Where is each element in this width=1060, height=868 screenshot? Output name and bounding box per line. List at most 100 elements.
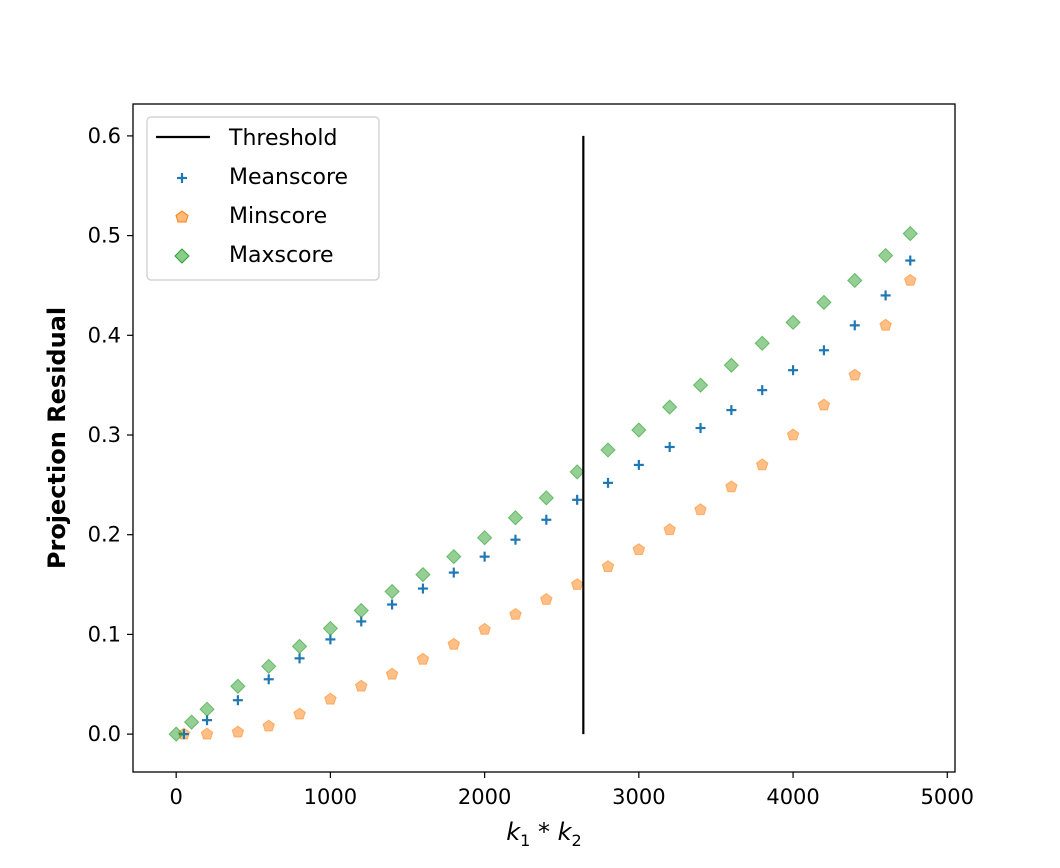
x-axis-label: k1 * k2: [506, 818, 581, 850]
maxscore-point: [415, 566, 431, 583]
maxscore-point: [902, 225, 918, 242]
y-tick-label: 0.0: [88, 722, 121, 746]
meanscore-point: [541, 514, 552, 525]
maxscore-point: [877, 247, 894, 264]
legend-threshold-label: Threshold: [228, 126, 337, 151]
x-tick-label: 0: [169, 785, 182, 809]
x-tick-label: 5000: [921, 785, 974, 809]
y-tick-label: 0.4: [88, 323, 121, 347]
maxscore-point: [353, 602, 369, 619]
maxscore-point: [569, 464, 585, 480]
y-tick-label: 0.2: [88, 523, 121, 547]
y-tick-label: 0.6: [88, 124, 121, 148]
minscore-point: [786, 428, 800, 441]
meanscore-point: [263, 674, 274, 685]
maxscore-point: [600, 442, 616, 458]
maxscore-point: [230, 678, 246, 694]
plot-frame: [132, 103, 956, 773]
meanscore-point: [880, 290, 891, 301]
meanscore-point: [905, 255, 916, 266]
meanscore-point: [448, 567, 459, 578]
maxscore-point: [183, 714, 200, 730]
minscore-point: [478, 622, 491, 635]
meanscore-point: [633, 459, 644, 470]
data-marks: [168, 225, 918, 742]
minscore-point: [601, 559, 615, 572]
maxscore-point: [507, 510, 524, 526]
legend-box: [146, 116, 380, 281]
maxscore-point: [631, 422, 647, 438]
legend-meanscore-label: Meanscore: [229, 165, 348, 190]
meanscore-point: [818, 345, 829, 356]
minscore-point: [385, 667, 399, 680]
minscore-point: [262, 719, 275, 732]
x-axis: 0 1000 2000 3000 4000 5000: [169, 772, 974, 809]
maxscore-point: [291, 638, 308, 655]
legend-maxscore-marker: [174, 248, 190, 264]
meanscore-point: [479, 551, 490, 562]
x-tick-label: 3000: [612, 785, 665, 809]
minscore-point: [416, 652, 430, 665]
legend: Threshold Meanscore Minscore Maxscore: [146, 116, 380, 281]
minscore-point: [632, 543, 646, 555]
meanscore-point: [788, 365, 799, 376]
maxscore-point: [446, 548, 462, 565]
maxscore-point: [168, 726, 184, 742]
meanscore-point: [232, 695, 243, 706]
legend-minscore-marker: [175, 210, 189, 223]
minscore-point: [354, 679, 368, 692]
legend-meanscore-marker: [177, 173, 187, 183]
maxscore-point: [538, 490, 555, 506]
minscore-point: [324, 692, 337, 705]
meanscore-point: [603, 477, 614, 488]
maxscore-point: [384, 583, 400, 600]
maxscore-point: [661, 399, 678, 415]
x-tick-label: 2000: [458, 785, 511, 809]
meanscore-point: [757, 385, 768, 396]
meanscore-point: [849, 320, 860, 331]
maxscore-point: [754, 335, 770, 351]
maxscore-point: [692, 377, 709, 393]
y-axis-label: Projection Residual: [43, 307, 71, 569]
y-tick-label: 0.3: [88, 423, 121, 447]
minscore-point: [817, 398, 831, 411]
minscore-point: [447, 637, 461, 650]
maxscore-point: [199, 701, 215, 717]
minscore-point: [200, 727, 214, 740]
maxscore-point: [816, 294, 832, 311]
meanscore-point: [387, 599, 398, 610]
minscore-point: [725, 480, 738, 493]
legend-minscore-label: Minscore: [229, 204, 327, 229]
minscore-point: [293, 707, 306, 720]
minscore-point: [879, 318, 892, 331]
minscore-point: [509, 607, 522, 620]
maxscore-point: [723, 357, 740, 373]
legend-maxscore-label: Maxscore: [229, 243, 334, 268]
maxscore-point: [261, 658, 277, 675]
maxscore-point: [322, 620, 339, 637]
x-tick-label: 4000: [766, 785, 819, 809]
meanscore-point: [572, 494, 583, 505]
meanscore-point: [695, 423, 706, 434]
maxscore-point: [476, 529, 493, 546]
x-tick-label: 1000: [304, 785, 357, 809]
minscore-point: [570, 577, 584, 590]
minscore-point: [904, 273, 917, 286]
minscore-point: [848, 368, 862, 381]
minscore-point: [231, 725, 245, 738]
meanscore-point: [417, 583, 428, 594]
maxscore-point: [785, 314, 801, 331]
y-axis: 0.0 0.1 0.2 0.3 0.4 0.5 0.6: [88, 124, 133, 746]
y-tick-label: 0.1: [88, 622, 121, 646]
meanscore-point: [726, 405, 737, 416]
maxscore-point: [847, 272, 863, 289]
meanscore-point: [510, 534, 521, 545]
minscore-point: [540, 592, 553, 605]
minscore-point: [663, 523, 676, 536]
minscore-point: [694, 503, 707, 516]
meanscore-point: [664, 441, 675, 452]
meanscore-point: [294, 653, 305, 664]
minscore-point: [755, 458, 769, 471]
y-tick-label: 0.5: [88, 224, 121, 248]
